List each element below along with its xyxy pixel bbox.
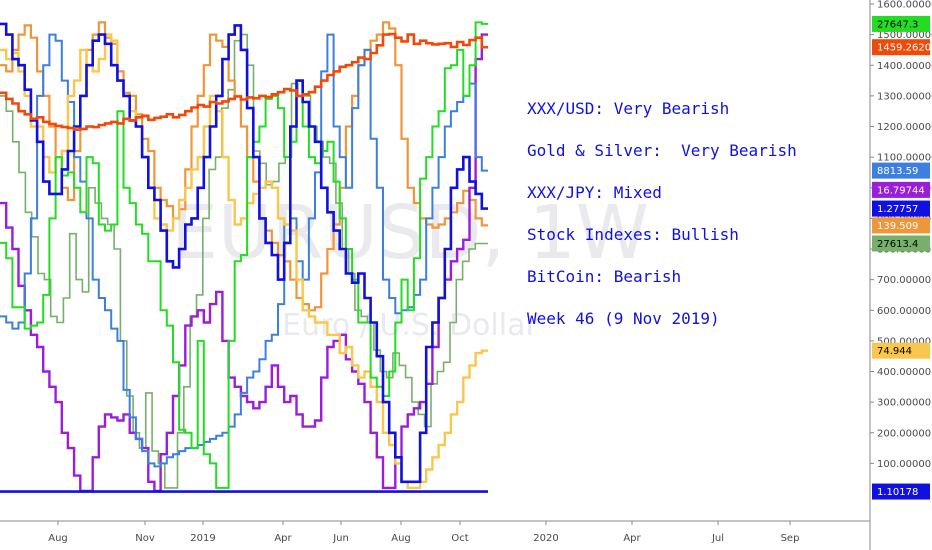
series-line xyxy=(0,21,488,489)
price-badge-label: 27647.3 xyxy=(877,19,918,30)
price-badge xyxy=(872,217,930,234)
watermark-symbol: EURUSD, 1W xyxy=(171,190,649,276)
series-layer xyxy=(0,21,488,493)
price-badge xyxy=(872,181,930,198)
price-badge-label: 16.79744 xyxy=(877,185,925,196)
y-tick-label: 1400.00000 xyxy=(877,61,932,72)
y-tick-label: 100.00000 xyxy=(877,459,931,470)
annotation-bitcoin: BitCoin: Bearish xyxy=(527,267,681,286)
x-tick-label: Aug xyxy=(391,533,411,544)
price-badge xyxy=(872,162,930,179)
y-tick-label: 200.00000 xyxy=(877,428,931,439)
x-tick-label: Nov xyxy=(135,533,155,544)
y-tick-label: 600.00000 xyxy=(877,306,931,317)
x-tick-label: Jun xyxy=(332,533,349,544)
x-tick-label: Apr xyxy=(274,533,292,544)
y-tick-label: 500.00000 xyxy=(877,336,931,347)
x-tick-label: Aug xyxy=(48,533,68,544)
price-badge xyxy=(872,235,930,252)
watermark: EURUSD, 1W Euro / U.S. Dollar xyxy=(171,190,649,343)
price-badge-label: 139.509 xyxy=(877,221,918,232)
x-tick-label: Sep xyxy=(781,533,800,544)
x-tick-label: 2019 xyxy=(190,533,215,544)
price-badge-label: 1.10178 xyxy=(877,487,918,498)
annotation-stock-indexes: Stock Indexes: Bullish xyxy=(527,225,739,244)
x-tick-label: 2020 xyxy=(533,533,558,544)
y-tick-label: 1100.00000 xyxy=(877,153,932,164)
x-tick-label: Oct xyxy=(451,533,468,544)
y-tick-label: 1200.00000 xyxy=(877,122,932,133)
y-tick-label: 1300.00000 xyxy=(877,91,932,102)
price-badge-label: 1459.26200 xyxy=(877,43,932,54)
y-tick-label: 400.00000 xyxy=(877,367,931,378)
price-badge xyxy=(872,39,930,56)
y-tick-label: 700.00000 xyxy=(877,275,931,286)
watermark-name: Euro / U.S. Dollar xyxy=(282,308,538,343)
price-badge xyxy=(872,483,930,500)
annotation-xxx-usd: XXX/USD: Very Bearish xyxy=(527,99,729,118)
annotation-gold-silver: Gold & Silver: Very Bearish xyxy=(527,141,797,160)
y-tick-label: 1500.00000 xyxy=(877,30,932,41)
price-badges: 27647.3 1459.26200 8813.59 16.79744 1.27757 1… xyxy=(872,15,932,500)
price-badge-label: 74.944 xyxy=(877,346,912,357)
series-line xyxy=(0,32,488,131)
y-tick-label: 300.00000 xyxy=(877,398,931,409)
x-tick-label: Apr xyxy=(623,533,641,544)
price-badge-label: 1.27757 xyxy=(877,204,918,215)
price-badge xyxy=(872,200,930,217)
annotation-xxx-jpy: XXX/JPY: Mixed xyxy=(527,183,662,202)
annotation-week: Week 46 (9 Nov 2019) xyxy=(527,309,720,328)
price-badge xyxy=(872,15,930,32)
price-badge xyxy=(872,342,930,359)
annotations: XXX/USD: Very Bearish Gold & Silver: Ver… xyxy=(527,99,797,328)
y-tick-label: 1600.00000 xyxy=(877,0,932,11)
x-tick-label: Jul xyxy=(711,533,724,544)
series-line xyxy=(0,22,488,484)
price-badge-label: 8813.59 xyxy=(877,166,918,177)
price-badge-label: 27613.4 xyxy=(877,239,918,250)
